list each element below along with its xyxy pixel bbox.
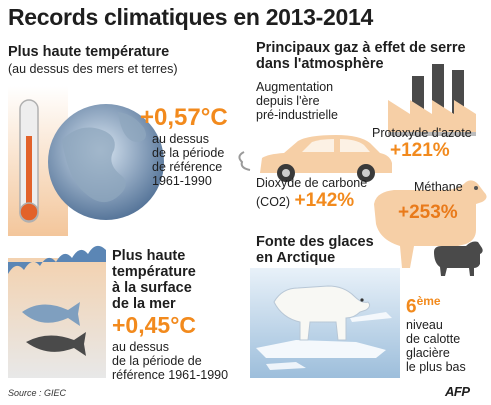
sea-temp-desc: au dessus de la période de référence 196… [112, 340, 229, 382]
sea-temp-value: +0,45°C [112, 312, 197, 338]
co2-label: Dioxyde de carbone [256, 176, 368, 190]
co2-value: +142% [294, 190, 355, 211]
cow-icon [374, 180, 487, 268]
source-note: Source : GIEC [8, 388, 67, 398]
arctic-rank: 6ème [406, 294, 441, 318]
arctic-rank-number: 6 [406, 296, 417, 318]
small-cow-icon [434, 241, 483, 276]
ch4-label: Méthane [414, 180, 463, 194]
gases-intro: Augmentation depuis l'ère pré-industriel… [256, 80, 338, 122]
land-temp-subheading: (au dessus des mers et terres) [8, 62, 178, 76]
factory-icon [388, 64, 476, 136]
ch4-value: +253% [398, 202, 458, 223]
tuna-icon [26, 332, 86, 356]
arctic-heading: Fonte des glaces en Arctique [256, 234, 374, 266]
page-title: Records climatiques en 2013-2014 [8, 4, 373, 30]
co2-label-formula: (CO2) [256, 195, 291, 209]
gases-heading: Principaux gaz à effet de serre dans l'a… [256, 40, 466, 72]
car-icon [238, 135, 392, 182]
arctic-desc: niveau de calotte glacière le plus bas [406, 318, 466, 374]
land-temp-desc: au dessus de la période de référence 196… [152, 132, 225, 188]
arctic-rank-suffix: ème [416, 294, 441, 308]
co2-row: (CO2) +142% [256, 190, 354, 212]
arctic-scene-icon [250, 268, 400, 378]
sea-temp-heading: Plus haute température à la surface de l… [112, 248, 196, 312]
polar-bear-icon [273, 285, 371, 341]
land-temp-value: +0,57°C [140, 104, 228, 131]
fish-icon [22, 302, 80, 326]
globe-icon [48, 104, 164, 220]
land-temp-heading: Plus haute température [8, 44, 170, 60]
afp-logo: AFP [445, 384, 470, 399]
n2o-label: Protoxyde d'azote [372, 126, 472, 140]
n2o-value: +121% [390, 140, 450, 161]
